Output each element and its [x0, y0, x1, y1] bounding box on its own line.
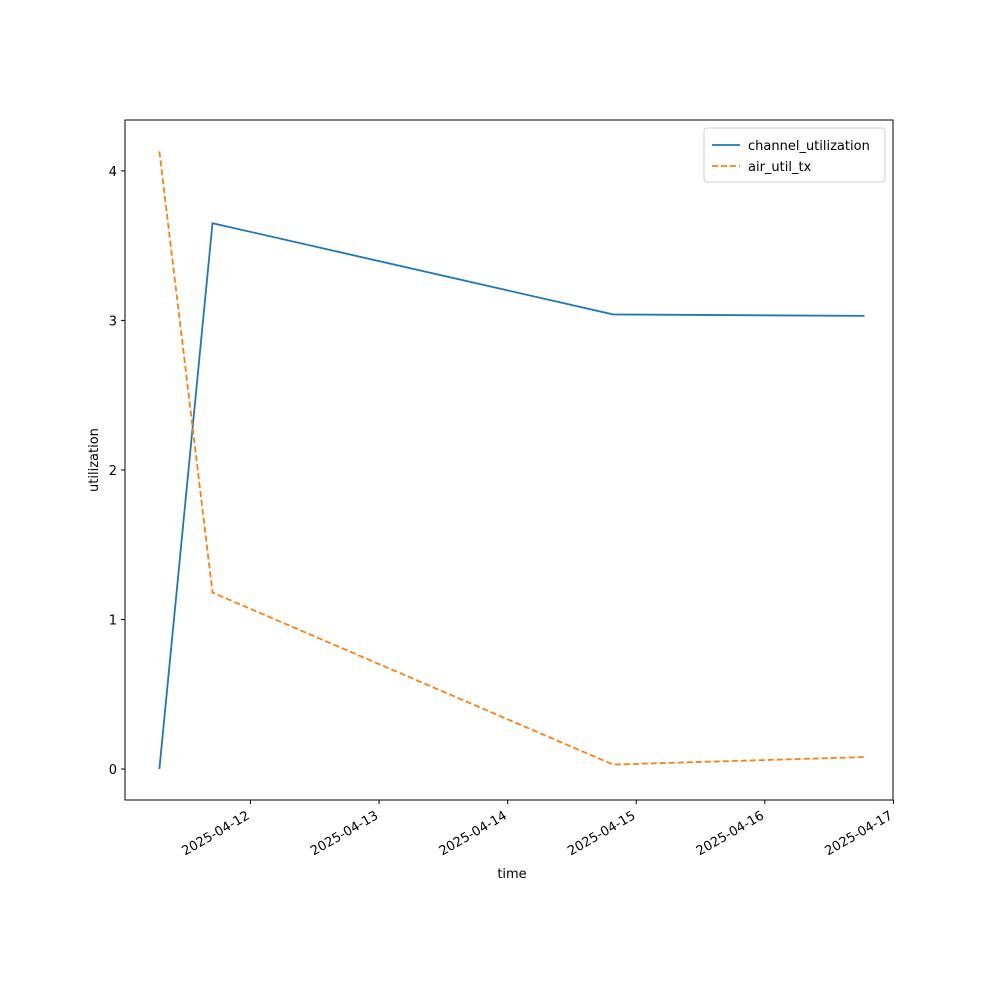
legend-label: channel_utilization — [748, 139, 870, 154]
x-tick-label: 2025-04-16 — [694, 808, 767, 859]
line-series — [158, 222, 865, 770]
x-tick-label: 2025-04-15 — [565, 808, 638, 859]
y-axis-label: utilization — [87, 428, 102, 492]
legend: channel_utilization air_util_tx — [703, 127, 886, 183]
y-tick-label: 1 — [109, 613, 117, 628]
plot-frame — [124, 119, 894, 801]
x-tick-label: 2025-04-14 — [437, 808, 510, 859]
x-tick-label: 2025-04-17 — [823, 808, 896, 859]
x-tick-label: 2025-04-12 — [180, 808, 253, 859]
legend-label: air_util_tx — [748, 160, 812, 175]
legend-box — [703, 127, 886, 183]
x-tick-label: 2025-04-13 — [308, 808, 381, 859]
y-tick-label: 3 — [109, 314, 117, 329]
line-series — [158, 151, 865, 766]
y-tick-label: 2 — [109, 464, 117, 479]
y-tick-label: 4 — [109, 165, 117, 180]
x-axis-label: time — [497, 867, 526, 882]
y-tick-label: 0 — [109, 763, 117, 778]
